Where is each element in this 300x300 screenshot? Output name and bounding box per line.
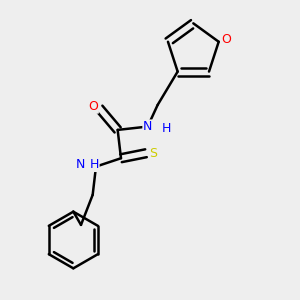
Text: N: N (143, 120, 152, 133)
Text: H: H (90, 158, 99, 171)
Text: O: O (88, 100, 98, 113)
Text: H: H (161, 122, 171, 135)
Text: S: S (149, 147, 157, 161)
Text: N: N (76, 158, 85, 171)
Text: O: O (221, 33, 231, 46)
